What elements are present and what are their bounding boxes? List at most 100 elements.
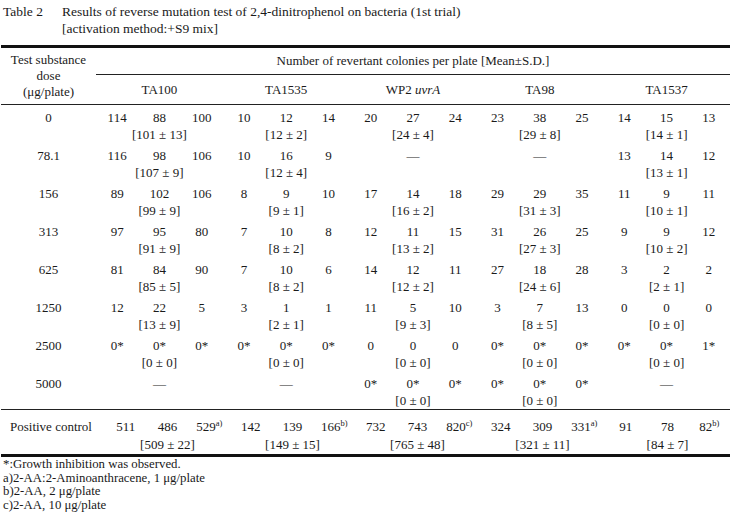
strain-data-cell: 121115[13 ± 2] (350, 219, 477, 257)
colony-count: 743 (397, 419, 439, 434)
plate-counts: 7106 (223, 262, 350, 277)
footnote-b: b)2-AA, 2 μg/plate (3, 485, 205, 499)
colony-count: 1 (307, 300, 349, 315)
plate-counts: 202724 (350, 110, 477, 125)
footnote-ref: b) (712, 418, 719, 428)
colony-count: 14 (392, 186, 434, 201)
strain-header-row: TA100 TA1535 WP2 uvrA TA98 TA1537 (96, 75, 730, 104)
colony-count: 309 (522, 419, 564, 434)
plate-counts: 0*0*1* (603, 338, 730, 353)
colony-count: 14 (645, 148, 687, 163)
dose-value: 313 (1, 219, 96, 257)
plate-counts: 131412 (603, 148, 730, 163)
colony-count: 0* (645, 338, 687, 353)
mean-sd-value: [0 ± 0] (476, 355, 603, 370)
colony-count: 82b) (688, 419, 730, 434)
mean-sd-value: [101 ± 13] (96, 127, 223, 142)
table-title-line: Table 2 Results of reverse mutation test… (3, 3, 723, 20)
colony-count: 13 (688, 110, 730, 125)
mean-sd-value: [509 ± 22] (105, 437, 230, 452)
mean-sd-value: [13 ± 1] (603, 165, 730, 180)
strain-data-cell: 000[0 ± 0] (603, 295, 730, 333)
colony-count: 15 (434, 224, 476, 239)
colony-count: 1* (688, 338, 730, 353)
footnote-c: c)2-AA, 10 μg/plate (3, 499, 205, 513)
colony-count: 88 (138, 110, 180, 125)
strain-data-cell: 312625[27 ± 3] (476, 219, 603, 257)
colony-count: 511 (105, 419, 147, 434)
strain-header-ta1535: TA1535 (223, 82, 350, 98)
mean-sd-value: [0 ± 0] (350, 355, 477, 370)
mean-sd-value: [29 ± 8] (476, 127, 603, 142)
strain-data-cell: 7108[8 ± 2] (223, 219, 350, 257)
colony-count: 35 (561, 186, 603, 201)
colony-count: 324 (480, 419, 522, 434)
plate-counts: 8910 (223, 186, 350, 201)
plate-counts: 0*0*0* (223, 338, 350, 353)
dose-value: Positive control (1, 410, 105, 454)
colony-count: 0* (96, 338, 138, 353)
colony-count: 0* (350, 376, 392, 391)
activation-method-label: [activation method:+S9 mix] (62, 20, 723, 37)
dose-header-line3: (μg/plate) (1, 84, 96, 100)
strain-data-cell: 141513[14 ± 1] (603, 105, 730, 143)
mean-sd-value: [24 ± 6] (476, 279, 603, 294)
table-number-label: Table 2 (3, 3, 62, 20)
colony-count: 17 (350, 186, 392, 201)
colony-count: 0 (392, 338, 434, 353)
strain-data-cell: 917882b)[84 ± 7] (605, 410, 730, 454)
strain-data-cell: 10169[12 ± 4] (223, 143, 350, 181)
mean-sd-value: [27 ± 3] (476, 241, 603, 256)
colony-count: 5 (392, 300, 434, 315)
colony-count: 9 (645, 224, 687, 239)
strain-data-cell: 233825 [29 ± 8] (476, 105, 603, 143)
colony-count: 6 (307, 262, 349, 277)
colony-count: 0* (392, 376, 434, 391)
mean-sd-value: [321 ± 11] (480, 437, 605, 452)
strain-data-cell: — (603, 371, 730, 409)
colony-count: 116 (96, 148, 138, 163)
colony-count: 8 (307, 224, 349, 239)
plate-counts: 324309331a) (480, 419, 605, 434)
colony-count: 20 (350, 110, 392, 125)
strain-name: TA1535 (265, 82, 307, 97)
strain-data-cell: 202724[24 ± 4] (350, 105, 477, 143)
colony-count: 14 (603, 110, 645, 125)
table-row: 15689102106[99 ± 9]8910[9 ± 1]171418[16 … (1, 181, 730, 219)
strain-data-cell: 3713[8 ± 5] (476, 295, 603, 333)
mean-sd-value: [2 ± 1] (223, 317, 350, 332)
strain-data-cell: 11510[9 ± 3] (350, 295, 477, 333)
colony-count: 0* (223, 338, 265, 353)
colony-count: 90 (181, 262, 223, 277)
plate-counts: 141513 (603, 110, 730, 125)
mean-sd-value: [91 ± 9] (96, 241, 223, 256)
colony-count: 12 (350, 224, 392, 239)
colony-count: 820c) (438, 419, 480, 434)
strain-data-cell: 7106[8 ± 2] (223, 257, 350, 295)
plate-counts: 11911 (603, 186, 730, 201)
mean-sd-value: [0 ± 0] (96, 355, 223, 370)
plate-counts: 233825 (476, 110, 603, 125)
colony-count: 11 (392, 224, 434, 239)
colony-count: 18 (434, 186, 476, 201)
colony-count: 0 (434, 338, 476, 353)
colony-count: 3 (476, 300, 518, 315)
colony-count: 9 (307, 148, 349, 163)
colony-count: 28 (561, 262, 603, 277)
colony-count: 0* (476, 338, 518, 353)
mean-sd-value: [13 ± 9] (96, 317, 223, 332)
mean-sd-value: [9 ± 1] (223, 203, 350, 218)
strain-data-cell: 979580[91 ± 9] (96, 219, 223, 257)
table-row: 313979580[91 ± 9]7108[8 ± 2]121115[13 ± … (1, 219, 730, 257)
mean-sd-value: [99 ± 9] (96, 203, 223, 218)
table-body: 011488100[101 ± 13]101214[12 ± 2]202724[… (1, 105, 730, 409)
plate-counts: 142139166b) (230, 419, 355, 434)
colony-count: 0* (603, 338, 645, 353)
strain-data-cell: 324309331a) [321 ± 11] (480, 410, 605, 454)
strain-data-cell: 8910 [9 ± 1] (223, 181, 350, 219)
plate-counts: 311 (223, 300, 350, 315)
colony-count: 26 (519, 224, 561, 239)
colony-count: 0* (434, 376, 476, 391)
mean-sd-value: [31 ± 3] (476, 203, 603, 218)
colony-count: 95 (138, 224, 180, 239)
